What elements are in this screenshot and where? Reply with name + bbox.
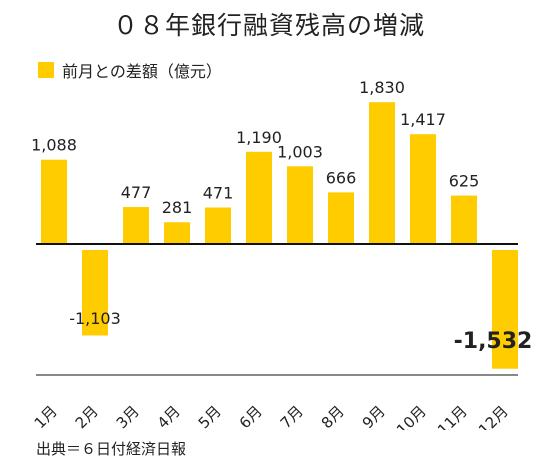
bar-9月 [369,102,395,244]
bar-6月 [246,151,272,244]
bar-2月 [82,250,108,336]
bar-5月 [205,207,231,244]
category-label-1月: 1月 [31,402,61,430]
chart-title: ０８年銀行融資残高の増減 [112,11,425,40]
legend-label: 前月との差額（億元） [62,62,222,81]
bar-chart: 1,088 1月 -1,103 2月 477 3月 281 4月 471 5月 1,190 6月 1,0… [31,78,533,430]
category-label-7月: 7月 [277,402,307,430]
value-label-7月: 1,003 [277,142,323,161]
category-label-2月: 2月 [72,402,102,430]
bar-11月 [451,195,477,244]
bar-8月 [328,192,354,244]
category-label-8月: 8月 [318,402,348,430]
bar-7月 [287,166,313,244]
bar-4月 [164,222,190,244]
value-label-5月: 471 [203,183,234,202]
category-label-10月: 10月 [393,402,430,430]
category-label-11月: 11月 [434,402,471,430]
category-label-6月: 6月 [236,402,266,430]
legend-swatch [38,62,54,78]
value-label-8月: 666 [326,168,357,187]
category-label-12月: 12月 [475,402,512,430]
category-label-3月: 3月 [113,402,143,430]
bar-10月 [410,134,436,244]
value-label-10月: 1,417 [400,110,446,129]
value-label-4月: 281 [162,198,193,217]
legend: 前月との差額（億元） [38,58,222,82]
value-label-9月: 1,830 [359,78,405,97]
value-label-6月: 1,190 [236,128,282,147]
source-note: 出典＝６日付経済日報 [36,440,187,458]
value-label-2月: -1,103 [69,309,121,328]
bar-3月 [123,207,149,244]
category-label-9月: 9月 [359,402,389,430]
bar-12月 [492,250,518,369]
bar-1月 [41,159,67,244]
category-label-4月: 4月 [154,402,184,430]
value-label-11月: 625 [449,172,480,191]
value-label-1月: 1,088 [31,136,77,155]
value-label-12月: -1,532 [454,329,533,354]
value-label-3月: 477 [121,183,152,202]
category-label-5月: 5月 [195,402,225,430]
